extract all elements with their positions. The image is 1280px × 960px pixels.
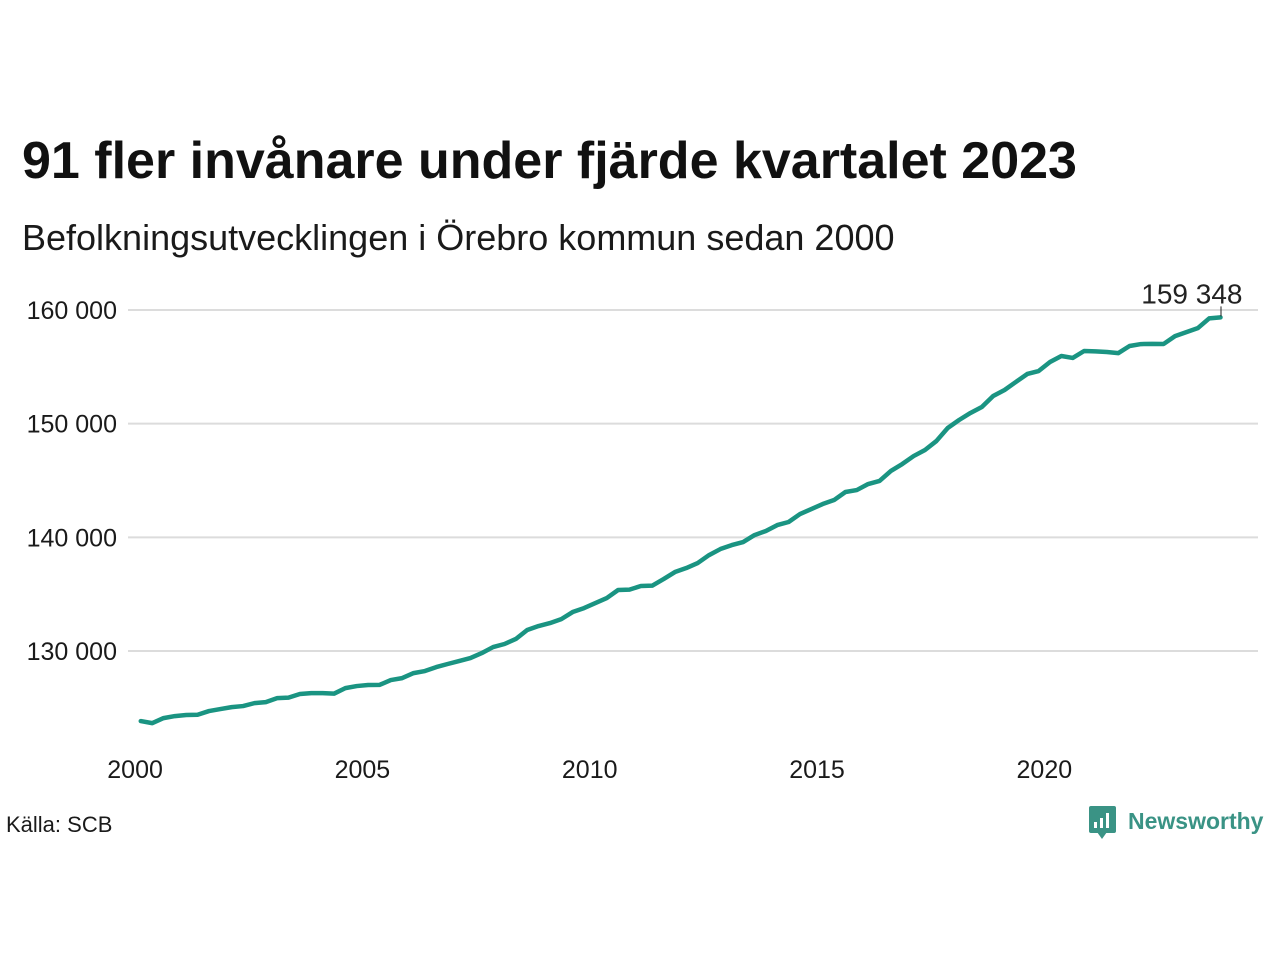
y-tick-label: 160 000 bbox=[27, 297, 117, 325]
y-axis: 130 000 140 000 150 000 160 000 bbox=[27, 297, 117, 666]
x-tick-label: 2010 bbox=[562, 756, 618, 784]
data-label-last-value: 159 348 bbox=[1141, 278, 1242, 309]
x-tick-label: 2000 bbox=[107, 756, 163, 784]
x-tick-label: 2015 bbox=[789, 756, 845, 784]
x-tick-label: 2005 bbox=[335, 756, 391, 784]
chart-subtitle: Befolkningsutvecklingen i Örebro kommun … bbox=[22, 217, 895, 258]
x-axis: 2000 2005 2010 2015 2020 bbox=[107, 756, 1072, 784]
series-line bbox=[138, 315, 1223, 726]
chart-title: 91 fler invånare under fjärde kvartalet … bbox=[22, 132, 1077, 190]
newsworthy-wordmark: Newsworthy bbox=[1128, 808, 1264, 834]
logo-bar-3 bbox=[1106, 813, 1109, 828]
logo-bubble-tail bbox=[1097, 832, 1107, 839]
gridlines bbox=[128, 308, 1258, 653]
y-tick-label: 140 000 bbox=[27, 524, 117, 552]
newsworthy-bar-chart-bubble-icon bbox=[1089, 806, 1116, 839]
y-tick-label: 150 000 bbox=[27, 411, 117, 439]
logo-bar-2 bbox=[1100, 818, 1103, 828]
logo-bar-1 bbox=[1094, 822, 1097, 828]
x-tick-label: 2020 bbox=[1017, 756, 1073, 784]
newsworthy-logo: Newsworthy bbox=[1089, 806, 1264, 839]
y-tick-label: 130 000 bbox=[27, 638, 117, 666]
series bbox=[138, 315, 1223, 726]
source-note: Källa: SCB bbox=[6, 812, 112, 837]
annotations: 159 348 bbox=[1141, 278, 1242, 317]
